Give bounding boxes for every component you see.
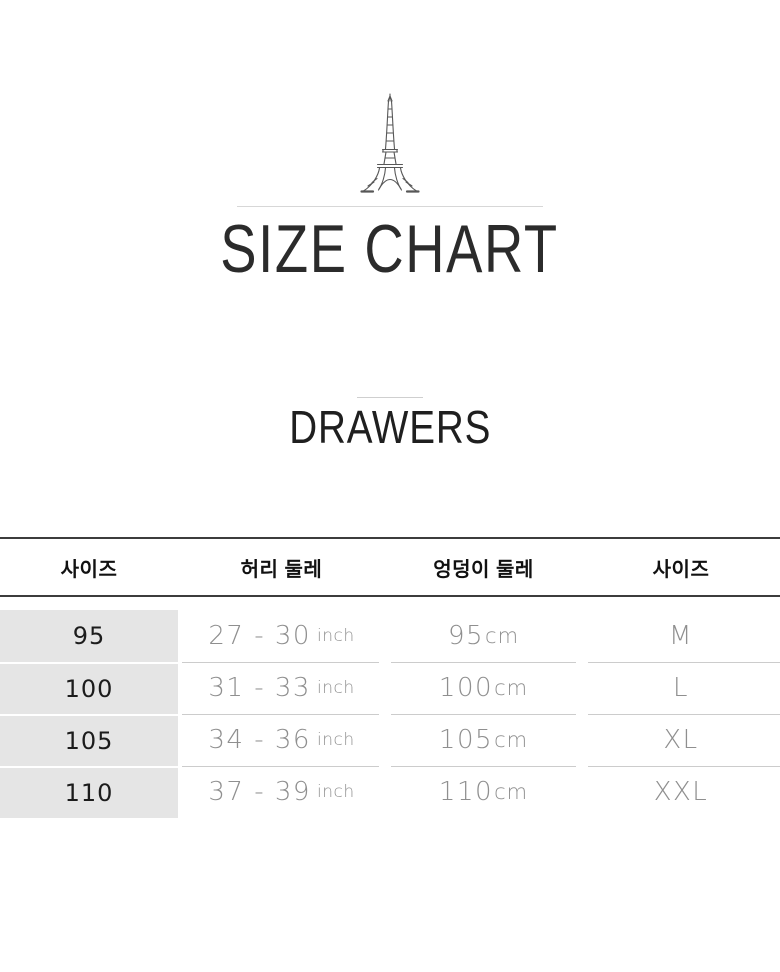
- waist-value: 31 - 33: [208, 673, 311, 703]
- product-category-text: DRAWERS: [289, 401, 491, 453]
- column-header-hip: 엉덩이 둘레: [433, 558, 534, 581]
- page-title-text: SIZE CHART: [220, 211, 560, 287]
- eiffel-tower-icon: [0, 93, 780, 195]
- hip-value: 105: [438, 725, 494, 755]
- size-table-body: 95 27 - 30 inch 95 cm M 100 31 - 33 inch…: [0, 610, 780, 818]
- waist-cell: 31 - 33 inch: [178, 662, 385, 714]
- hip-cell: 95 cm: [385, 610, 582, 662]
- column-header-size-kr: 사이즈: [60, 558, 118, 581]
- intl-size-cell: XXL: [582, 766, 780, 818]
- size-cell: 110: [0, 766, 178, 818]
- waist-unit: inch: [316, 730, 355, 750]
- hip-unit: cm: [485, 624, 520, 648]
- size-cell: 105: [0, 714, 178, 766]
- waist-unit: inch: [316, 782, 355, 802]
- waist-cell: 34 - 36 inch: [178, 714, 385, 766]
- intl-size-cell: XL: [582, 714, 780, 766]
- waist-cell: 37 - 39 inch: [178, 766, 385, 818]
- size-cell: 95: [0, 610, 178, 662]
- waist-value: 27 - 30: [208, 621, 311, 651]
- hip-value: 110: [438, 777, 494, 807]
- product-category-title: DRAWERS: [0, 404, 780, 450]
- intl-size-cell: M: [669, 621, 693, 651]
- page-title: SIZE CHART: [0, 211, 780, 287]
- hip-cell: 105 cm: [385, 714, 582, 766]
- waist-value: 34 - 36: [208, 725, 311, 755]
- size-table: 사이즈 허리 둘레 엉덩이 둘레 사이즈 95 27 - 30 inch 95 …: [0, 537, 780, 818]
- size-cell: 100: [0, 662, 178, 714]
- title-divider-line: [237, 206, 543, 207]
- subtitle-divider-line: [357, 397, 423, 398]
- hip-cell: 100 cm: [385, 662, 582, 714]
- size-table-header-row: 사이즈 허리 둘레 엉덩이 둘레 사이즈: [0, 537, 780, 597]
- hip-unit: cm: [494, 676, 529, 700]
- hip-unit: cm: [494, 780, 529, 804]
- column-header-size-intl: 사이즈: [652, 558, 710, 581]
- waist-value: 37 - 39: [208, 777, 311, 807]
- intl-size-cell: L: [582, 662, 780, 714]
- column-header-waist: 허리 둘레: [240, 558, 323, 581]
- waist-cell: 27 - 30 inch: [178, 610, 385, 662]
- hip-value: 95: [447, 621, 485, 651]
- hip-unit: cm: [494, 728, 529, 752]
- waist-unit: inch: [316, 626, 355, 646]
- hip-cell: 110 cm: [385, 766, 582, 818]
- waist-unit: inch: [316, 678, 355, 698]
- hip-value: 100: [438, 673, 494, 703]
